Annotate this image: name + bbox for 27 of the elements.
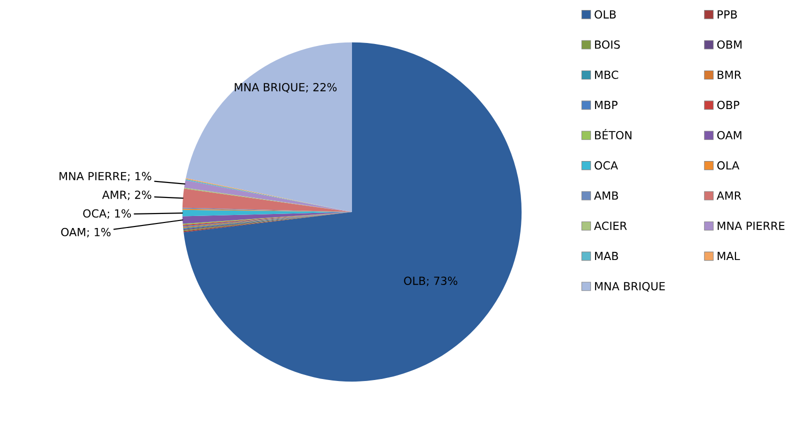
legend-label: PPB [718, 10, 737, 18]
legend-label: OLA [717, 161, 740, 170]
data-label: AMR; 2% [102, 190, 152, 200]
data-label: MNA BRIQUE; 22% [234, 82, 337, 93]
data-label: OLB; 73% [404, 276, 458, 286]
legend-label: ACIER [594, 222, 627, 230]
legend-label: MBP [595, 100, 618, 110]
legend-label: OBM [717, 40, 742, 49]
legend-label: BMR [718, 70, 742, 79]
legend-label: OCA [594, 161, 618, 170]
legend-label: MNA BRIQUE [595, 282, 665, 292]
legend-label: MNA PIERRE [718, 222, 784, 230]
pie-slice [184, 42, 522, 382]
legend-label: MAL [718, 252, 740, 260]
legend-label: BOIS [595, 40, 620, 49]
data-label: OAM; 1% [61, 228, 111, 238]
legend-label: MAB [595, 252, 618, 260]
pie-slice [186, 42, 352, 212]
legend-label: OLB [594, 10, 616, 19]
data-label: MNA PIERRE; 1% [60, 172, 152, 182]
legend-label: OAM [717, 130, 742, 140]
legend-label: OBP [717, 100, 740, 110]
data-label: OCA; 1% [83, 209, 131, 219]
legend-label: MBC [595, 70, 618, 79]
legend-label: AMR [716, 192, 742, 200]
legend-label: AMB [594, 192, 618, 200]
legend-label: BÉTON [595, 128, 632, 140]
